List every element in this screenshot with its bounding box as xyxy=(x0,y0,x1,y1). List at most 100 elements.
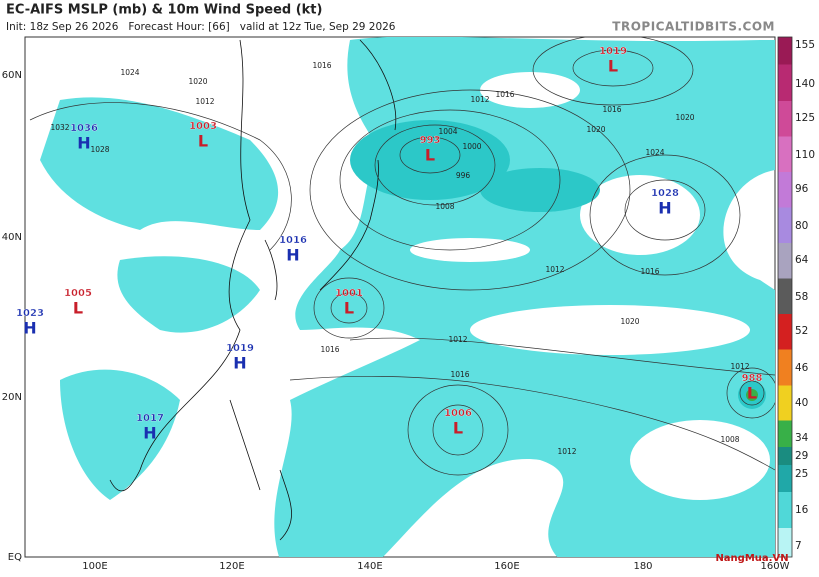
center-letter: L xyxy=(747,384,757,403)
isobar-label: 1016 xyxy=(495,90,514,99)
center-letter: L xyxy=(453,419,463,438)
colorbar-label: 80 xyxy=(795,220,808,232)
isobar-label: 1008 xyxy=(720,435,739,444)
lat-label: EQ xyxy=(8,552,22,563)
center-pressure: 1003 xyxy=(189,121,217,132)
colorbar-label: 16 xyxy=(795,504,809,516)
center-letter: H xyxy=(77,134,90,153)
colorbar-label: 58 xyxy=(795,291,808,303)
center-pressure: 1001 xyxy=(335,288,363,299)
colorbar-segment xyxy=(778,492,792,528)
isobar-label: 1020 xyxy=(620,317,639,326)
center-letter: L xyxy=(425,146,435,165)
colorbar-label: 155 xyxy=(795,39,815,51)
lon-label: 160W xyxy=(761,561,790,572)
colorbar-label: 7 xyxy=(795,540,802,552)
center-letter: H xyxy=(233,354,246,373)
isobar-label: 1024 xyxy=(120,68,139,77)
center-pressure: 1006 xyxy=(444,408,472,419)
isobar-label: 1028 xyxy=(90,145,109,154)
title: EC-AIFS MSLP (mb) & 10m Wind Speed (kt) xyxy=(6,3,322,18)
center-letter: H xyxy=(23,319,36,338)
colorbar-label: 110 xyxy=(795,149,815,161)
lat-label: 40N xyxy=(2,232,22,243)
colorbar-segment xyxy=(778,172,792,208)
colorbar-label: 40 xyxy=(795,397,808,409)
center-letter: L xyxy=(198,132,208,151)
isobar-label: 1000 xyxy=(462,142,481,151)
watermark: NangMua.VN xyxy=(715,553,788,564)
colorbar-segment xyxy=(778,136,792,172)
isobar-label: 1008 xyxy=(435,202,454,211)
isobar-label: 1016 xyxy=(450,370,469,379)
isobar-label: 1020 xyxy=(586,125,605,134)
isobar-label: 1012 xyxy=(195,97,214,106)
center-pressure: 1016 xyxy=(279,235,307,246)
isobars xyxy=(29,37,775,476)
colorbar-segment xyxy=(778,37,792,65)
colorbar-frame xyxy=(777,36,793,558)
colorbar-label: 52 xyxy=(795,325,808,337)
center-letter: H xyxy=(658,199,671,218)
colorbar-segment xyxy=(778,64,792,101)
colorbar-label: 46 xyxy=(795,362,809,374)
colorbar-segment xyxy=(778,278,792,314)
colorbar-label: 25 xyxy=(795,468,808,480)
colorbar-label: 96 xyxy=(795,183,809,195)
center-pressure: 1036 xyxy=(70,123,98,134)
colorbar-label: 140 xyxy=(795,78,815,90)
center-pressure: 1017 xyxy=(136,413,164,424)
colorbar-segment xyxy=(778,101,792,137)
lon-label: 100E xyxy=(82,561,107,572)
lon-label: 160E xyxy=(494,561,519,572)
lon-label: 140E xyxy=(357,561,382,572)
center-pressure: 1028 xyxy=(651,188,679,199)
colorbar-segment xyxy=(778,528,792,557)
center-pressure: 1005 xyxy=(64,288,92,299)
center-pressure: 1019 xyxy=(226,343,254,354)
isobar-label: 1020 xyxy=(675,113,694,122)
center-pressure: 988 xyxy=(742,373,763,384)
colorbar-label: 64 xyxy=(795,254,809,266)
center-letter: L xyxy=(73,299,83,318)
isobar-label: 1012 xyxy=(470,95,489,104)
colorbar-segment xyxy=(778,385,792,421)
center-letter: L xyxy=(608,57,618,76)
isobar-label: 1012 xyxy=(730,362,749,371)
colorbar-segment xyxy=(778,349,792,386)
colorbar-segment xyxy=(778,420,792,447)
isobar-label: 1012 xyxy=(545,265,564,274)
isobar-label: 996 xyxy=(456,171,471,180)
lon-label: 180 xyxy=(633,561,652,572)
lat-label: 20N xyxy=(2,392,22,403)
lat-label: 60N xyxy=(2,70,22,81)
subtitle: Init: 18z Sep 26 2026 Forecast Hour: [66… xyxy=(6,21,396,33)
colorbar-label: 34 xyxy=(795,432,809,444)
colorbar-label: 125 xyxy=(795,112,815,124)
lon-label: 120E xyxy=(219,561,244,572)
colorbar-segment xyxy=(778,465,792,492)
colorbar-segment xyxy=(778,207,792,243)
center-pressure: 993 xyxy=(420,135,441,146)
isobar-label: 1016 xyxy=(602,105,621,114)
colorbar-segment xyxy=(778,447,792,465)
center-pressure: 1019 xyxy=(599,46,627,57)
isobar-label: 1016 xyxy=(312,61,331,70)
isobar-label: 1012 xyxy=(557,447,576,456)
colorbar-segment xyxy=(778,243,792,279)
isobar-label: 1032 xyxy=(50,123,69,132)
isobar-label: 1024 xyxy=(645,148,664,157)
isobar-label: 1016 xyxy=(640,267,659,276)
isobar-label: 1004 xyxy=(438,127,457,136)
isobar-label: 1016 xyxy=(320,345,339,354)
colorbar-label: 29 xyxy=(795,450,808,462)
center-letter: H xyxy=(286,246,299,265)
isobar-label: 1020 xyxy=(188,77,207,86)
coastlines xyxy=(109,39,397,541)
center-letter: H xyxy=(143,424,156,443)
center-pressure: 1023 xyxy=(16,308,44,319)
site-name: TROPICALTIDBITS.COM xyxy=(612,20,775,34)
wind-shading xyxy=(40,37,775,557)
